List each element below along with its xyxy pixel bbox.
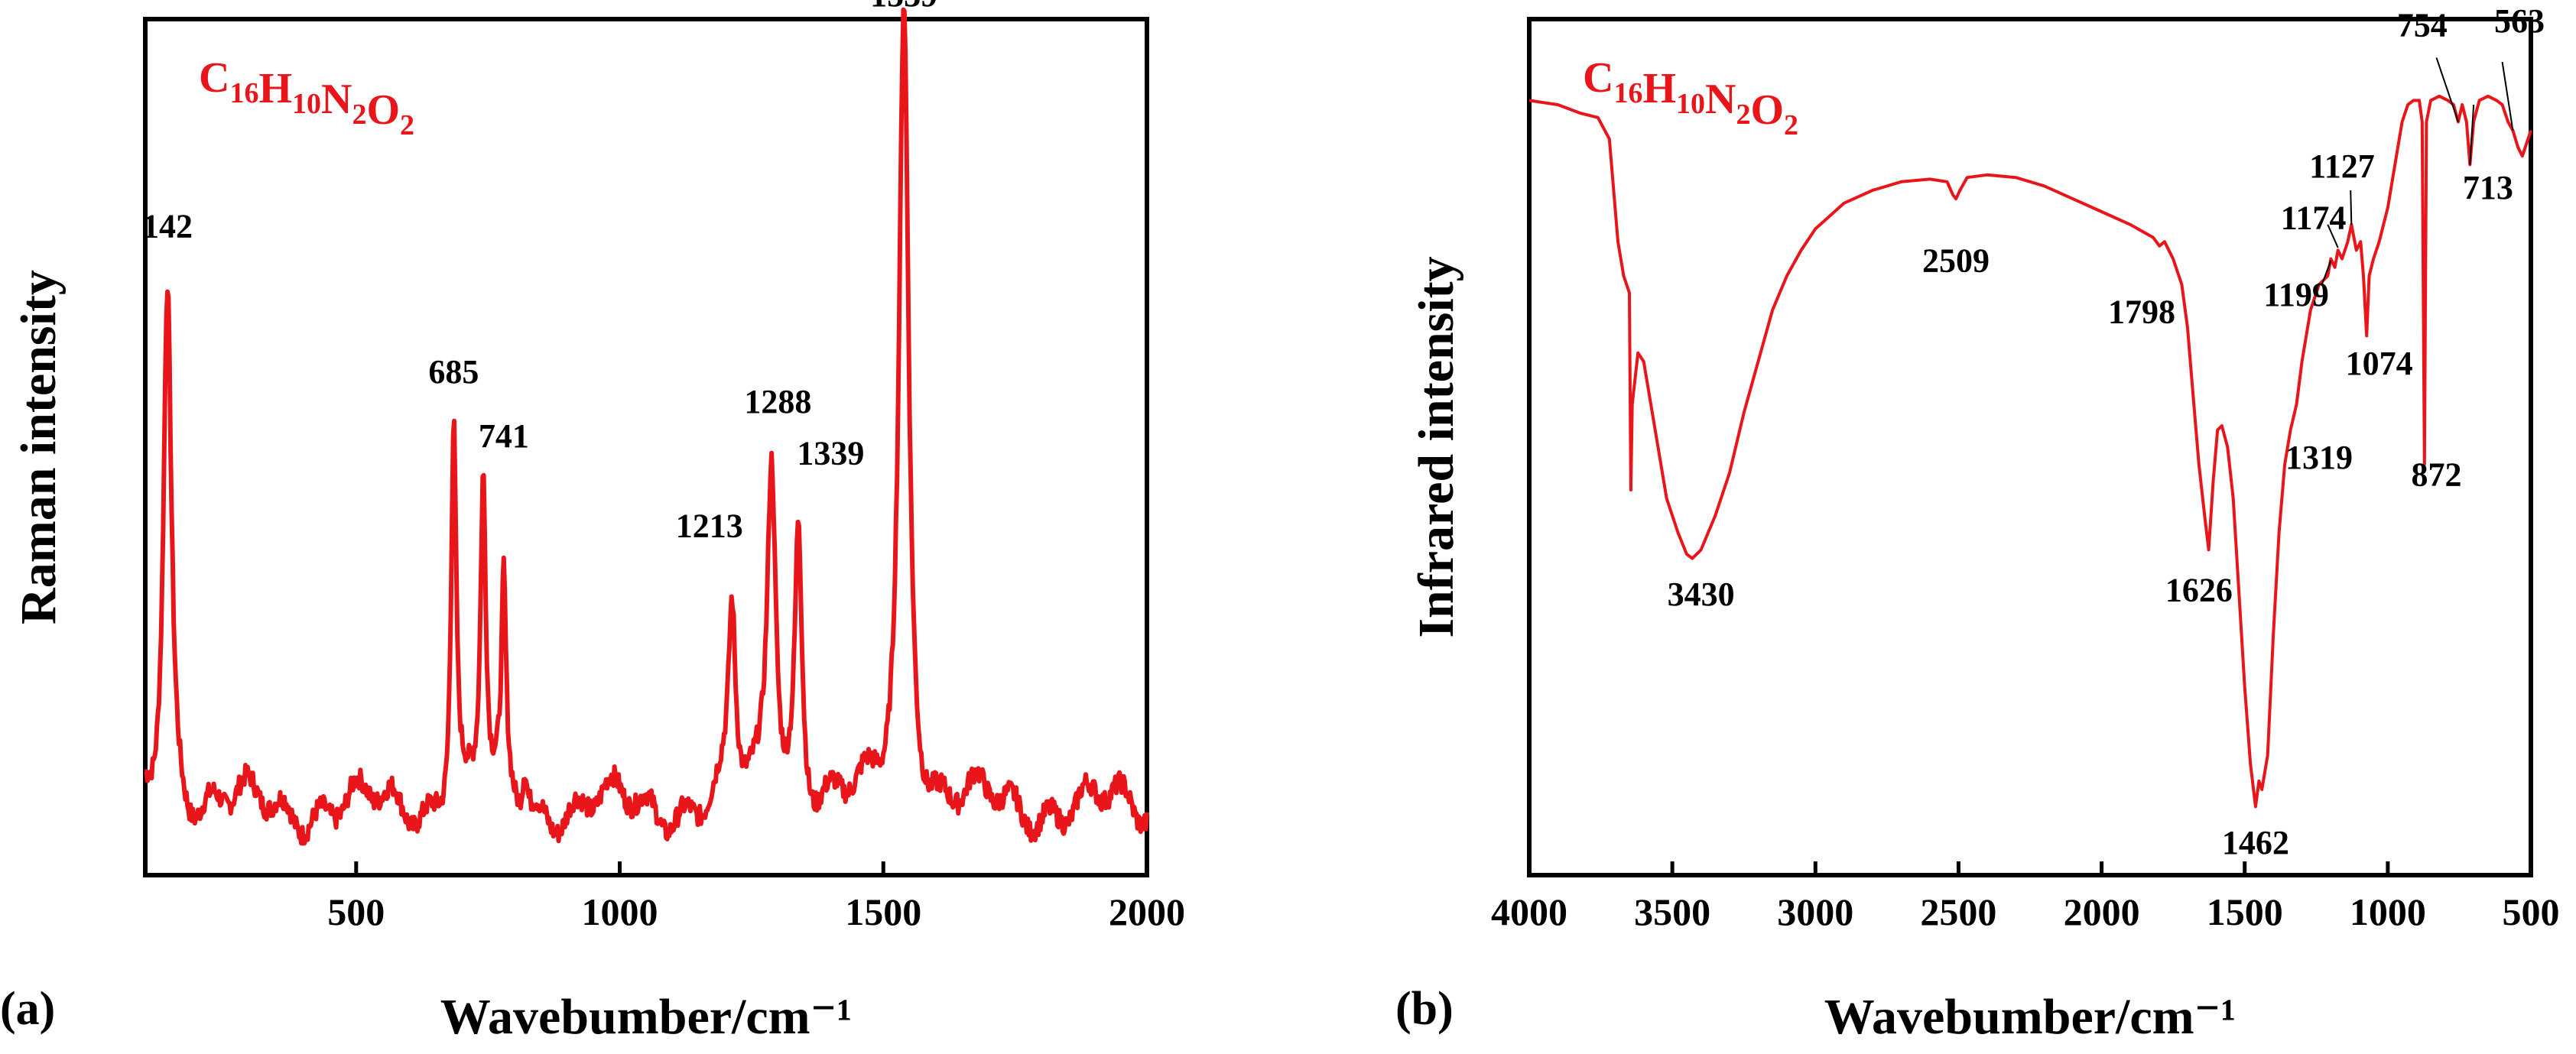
panel-b-formula: C16H10N2O2 <box>1583 54 1798 141</box>
panel-b-peak-label-754: 754 <box>2397 6 2448 44</box>
panel-b-leader-1 <box>2327 224 2339 248</box>
panel-b-peak-label-3430: 3430 <box>1668 576 1735 613</box>
panel-b-peak-label-563: 563 <box>2494 2 2545 40</box>
panel-b-xtick-label-1500: 1500 <box>2207 890 2283 933</box>
panel-b-leader-3 <box>2435 57 2459 122</box>
panel-a-peak-label-1539: 1539 <box>870 0 937 14</box>
panel-a-xtick-label-1500: 1500 <box>845 890 921 933</box>
panel-b-peak-labels: 3430 2509 1798 1626 1462 1319 1199 1174 1127 1074… <box>1668 2 2545 861</box>
panel-b-xlabel: Wavebumber/cm⁻¹ <box>1824 989 2237 1045</box>
panel-a-xtick-label-1000: 1000 <box>582 890 658 933</box>
panel-b-peak-label-1319: 1319 <box>2285 439 2353 476</box>
panel-a-peak-label-1288: 1288 <box>744 383 811 420</box>
panel-b-xtick-label-3500: 3500 <box>1634 890 1710 933</box>
panel-a-frame <box>143 17 1149 877</box>
panel-b-xtick-label-500: 500 <box>2503 890 2560 933</box>
panel-b-peak-label-713: 713 <box>2463 169 2513 206</box>
panel-b-leader-2 <box>2350 190 2353 225</box>
panel-b-peak-label-1462: 1462 <box>2222 824 2289 861</box>
panel-b-xtick-label-3000: 3000 <box>1777 890 1853 933</box>
panel-b-letter: (b) <box>1395 983 1454 1035</box>
panel-a-peak-label-685: 685 <box>428 353 479 391</box>
panel-a-peak-label-142: 142 <box>142 208 193 245</box>
panel-a-xtick-label-500: 500 <box>327 890 385 933</box>
panel-b-xtick-label-4000: 4000 <box>1491 890 1567 933</box>
panel-b-leader-4 <box>2469 104 2475 165</box>
panel-a-formula-text: C16H10N2O2 <box>199 54 414 141</box>
panel-b-peak-label-2509: 2509 <box>1922 242 1990 279</box>
panel-b-peak-label-1626: 1626 <box>2165 572 2233 609</box>
panel-b-formula-text: C16H10N2O2 <box>1583 54 1798 141</box>
panel-b-xtick-label-2000: 2000 <box>2064 890 2140 933</box>
panel-b-leader-lines <box>2321 57 2514 285</box>
panel-b-leader-0 <box>2321 260 2332 285</box>
panel-b-peak-label-1798: 1798 <box>2108 293 2175 331</box>
panel-a-xtick-label-2000: 2000 <box>1109 890 1185 933</box>
panel-a-letter: (a) <box>0 983 55 1035</box>
panel-b-peak-label-1074: 1074 <box>2346 345 2413 382</box>
panel-b-frame <box>1527 17 2533 877</box>
panel-b-peak-label-872: 872 <box>2411 456 2461 493</box>
panel-b-peak-label-1199: 1199 <box>2263 276 2329 313</box>
panel-a-peak-label-1213: 1213 <box>676 508 743 545</box>
panel-a-xaxis-ticks: 500 1000 1500 2000 <box>327 861 1185 933</box>
panel-a-peak-label-1339: 1339 <box>797 434 864 472</box>
panel-b-xaxis-ticks: 4000 3500 3000 2500 2000 1500 1000 500 <box>1491 861 2560 933</box>
panel-b-xtick-label-2500: 2500 <box>1920 890 1996 933</box>
panel-a-ylabel: Raman intensity <box>11 270 67 624</box>
panel-a-xlabel: Wavebumber/cm⁻¹ <box>440 989 853 1045</box>
panel-b-peak-label-1174: 1174 <box>2281 199 2347 236</box>
panel-b-infrared: 4000 3500 3000 2500 2000 1500 1000 500 3430 2509… <box>1395 2 2560 1045</box>
panel-b-xtick-label-1000: 1000 <box>2350 890 2426 933</box>
panel-b-peak-label-1127: 1127 <box>2309 148 2375 185</box>
panel-a-formula: C16H10N2O2 <box>199 54 414 141</box>
panel-a-peak-label-741: 741 <box>479 417 529 455</box>
panel-b-leader-5 <box>2501 61 2514 131</box>
panel-a-raman-series-line <box>144 7 1149 846</box>
panel-b-infrared-series-line <box>1528 94 2532 809</box>
panel-b-ylabel: Infrared intensity <box>1408 256 1464 637</box>
